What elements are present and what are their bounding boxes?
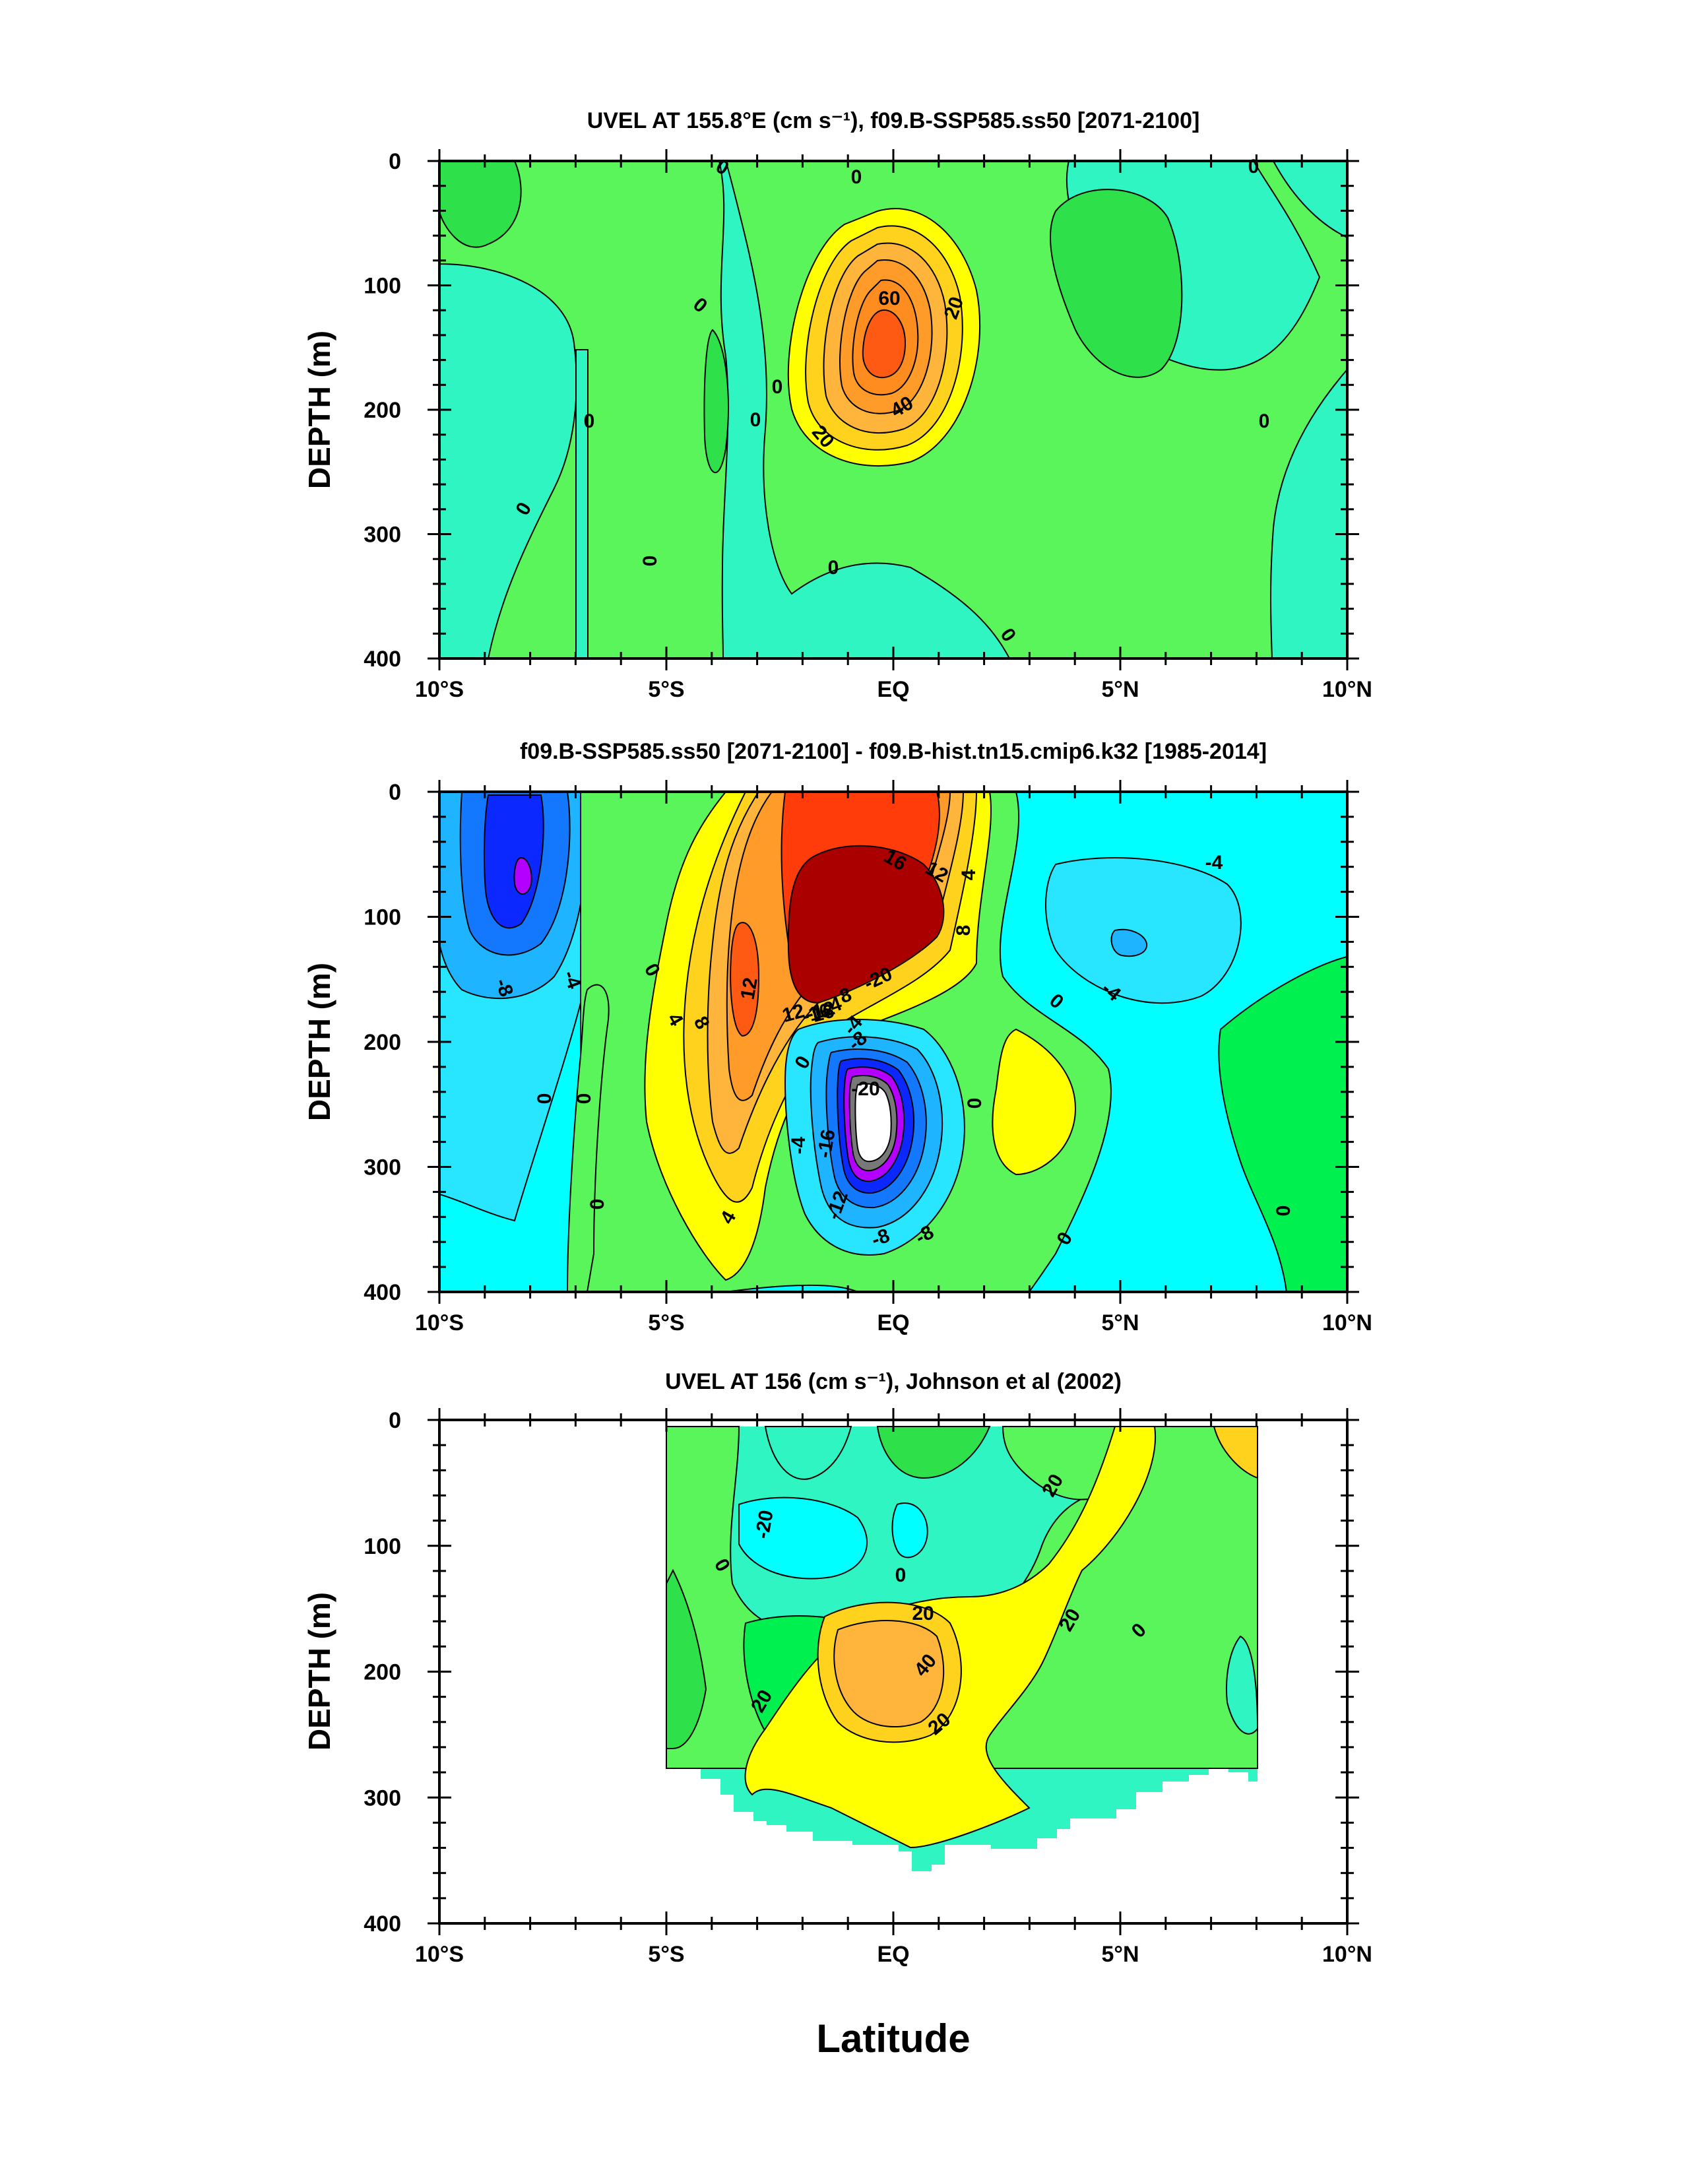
- x-tick-label: EQ: [877, 1942, 909, 1967]
- contour-label: 0: [587, 1199, 608, 1210]
- contour-label: 0: [584, 410, 595, 432]
- contour-label: 0: [772, 376, 783, 398]
- y-tick-label: 400: [364, 647, 401, 672]
- x-tick-label: 5°S: [648, 677, 684, 702]
- contour-label: 0: [750, 409, 761, 431]
- contour-label: -4: [788, 1136, 810, 1154]
- contour-label: 0: [639, 556, 661, 567]
- panel-3-ylabel: DEPTH (m): [302, 1592, 336, 1750]
- x-tick-label: 10°S: [415, 677, 464, 702]
- y-tick-label: 200: [364, 1030, 401, 1055]
- y-tick-label: 400: [364, 1911, 401, 1937]
- x-axis-label: Latitude: [816, 2016, 970, 2061]
- panel-1-frame: [438, 160, 1349, 660]
- contour-label: 0: [573, 1093, 595, 1105]
- contour-label: 0: [851, 166, 862, 188]
- contour-label: 0: [534, 1093, 556, 1105]
- y-tick-label: 100: [364, 905, 401, 930]
- y-tick-label: 400: [364, 1280, 401, 1305]
- panel-3-title: UVEL AT 156 (cm s⁻¹), Johnson et al (200…: [665, 1369, 1122, 1394]
- contour-label: 20: [912, 1603, 934, 1624]
- contour-label: -20: [851, 1078, 879, 1100]
- x-tick-label: 10°N: [1322, 1942, 1372, 1967]
- contour-label: 0: [1273, 1205, 1294, 1217]
- contour-label: -20: [751, 1508, 778, 1540]
- contour-label: 12: [736, 976, 761, 1002]
- y-tick-label: 300: [364, 1155, 401, 1180]
- x-tick-label: 5°S: [648, 1942, 684, 1967]
- x-tick-label: 5°N: [1101, 677, 1139, 702]
- panel-1: UVEL AT 155.8°E (cm s⁻¹), f09.B-SSP585.s…: [302, 108, 1372, 702]
- panel-3-frame: [438, 1419, 1349, 1925]
- panel-2-contour-fill: [439, 792, 1347, 1292]
- contour-label: 0: [964, 1098, 986, 1109]
- x-tick-label: 5°S: [648, 1310, 684, 1335]
- contour-label: 0: [828, 557, 839, 579]
- x-tick-label: EQ: [877, 1310, 909, 1335]
- contour-label: 60: [878, 288, 900, 309]
- contour-label: -4: [1205, 852, 1223, 874]
- panel-2-ylabel: DEPTH (m): [302, 963, 336, 1121]
- panel-2-title: f09.B-SSP585.ss50 [2071-2100] - f09.B-hi…: [520, 739, 1267, 764]
- y-tick-label: 100: [364, 274, 401, 299]
- panel-1-title: UVEL AT 155.8°E (cm s⁻¹), f09.B-SSP585.s…: [587, 108, 1200, 133]
- x-tick-label: 10°N: [1322, 677, 1372, 702]
- x-tick-label: 10°S: [415, 1942, 464, 1967]
- panel-3-contour-fill: [666, 1426, 1259, 1871]
- contour-label: -16: [813, 1128, 840, 1159]
- y-tick-label: 0: [389, 780, 401, 805]
- contour-label: 0: [1259, 410, 1270, 432]
- panel-1-contour-fill: [439, 161, 1347, 658]
- y-tick-label: 0: [389, 1408, 401, 1433]
- contour-label: 8: [953, 925, 974, 936]
- y-tick-label: 300: [364, 523, 401, 548]
- panel-2-frame: [438, 790, 1349, 1293]
- contour-label: 4: [958, 869, 980, 880]
- x-tick-label: 10°N: [1322, 1310, 1372, 1335]
- contour-label: 0: [895, 1564, 907, 1586]
- y-tick-label: 200: [364, 398, 401, 423]
- y-tick-label: 300: [364, 1785, 401, 1811]
- panel-3: UVEL AT 156 (cm s⁻¹), Johnson et al (200…: [302, 1369, 1372, 1967]
- y-tick-label: 200: [364, 1660, 401, 1685]
- x-tick-label: EQ: [877, 677, 909, 702]
- panel-2: f09.B-SSP585.ss50 [2071-2100] - f09.B-hi…: [302, 739, 1372, 1335]
- y-tick-label: 0: [389, 149, 401, 174]
- panel-1-ylabel: DEPTH (m): [302, 331, 336, 489]
- y-tick-label: 100: [364, 1534, 401, 1559]
- x-tick-label: 10°S: [415, 1310, 464, 1335]
- x-tick-label: 5°N: [1101, 1310, 1139, 1335]
- x-tick-label: 5°N: [1101, 1942, 1139, 1967]
